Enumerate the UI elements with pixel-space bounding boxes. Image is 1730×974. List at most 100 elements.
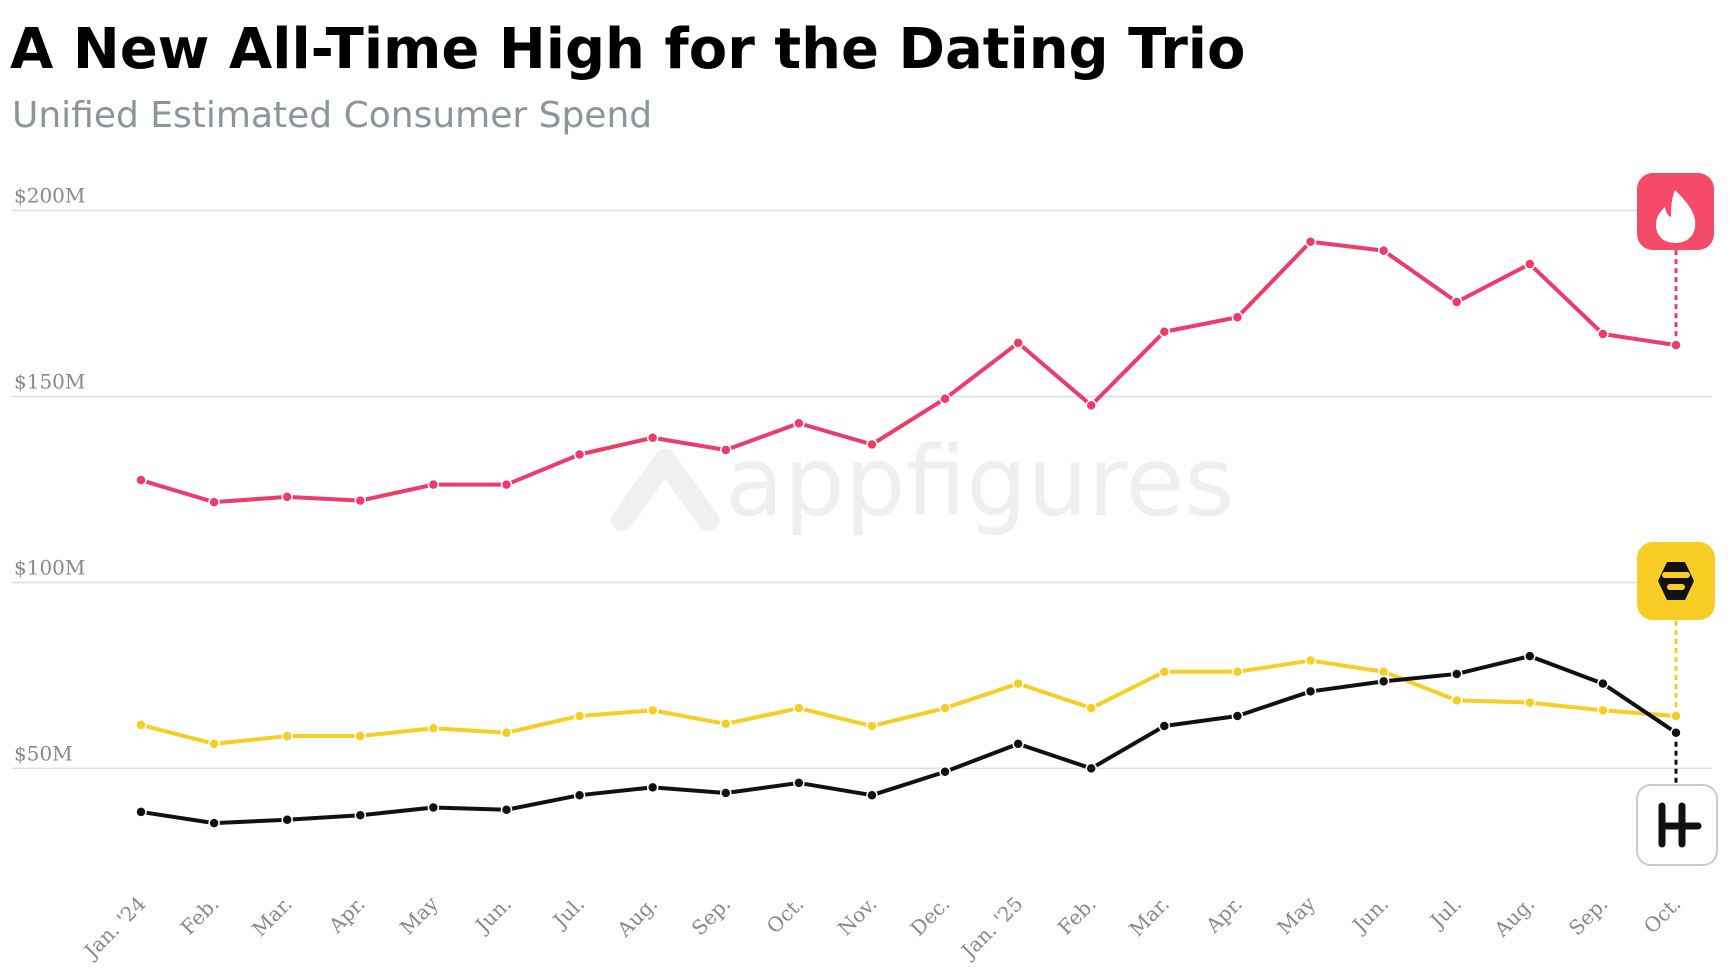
data-point — [354, 494, 367, 507]
data-point — [135, 719, 147, 731]
data-point — [281, 491, 293, 503]
data-point — [354, 730, 367, 742]
bumble-icon — [1637, 542, 1715, 620]
y-tick-label: $50M — [14, 741, 73, 765]
x-tick-label: Feb. — [1053, 892, 1101, 940]
x-tick-label: Sep. — [687, 892, 736, 941]
x-tick-label: Aug. — [612, 892, 663, 943]
data-point — [573, 710, 586, 722]
y-tick-label: $100M — [14, 555, 85, 579]
x-tick-label: Jul. — [547, 892, 589, 934]
data-point — [793, 417, 805, 430]
y-tick-label: $150M — [14, 369, 85, 393]
data-point — [720, 444, 732, 456]
x-tick-label: Feb. — [176, 892, 224, 940]
chart-subtitle: Unified Estimated Consumer Spend — [12, 95, 652, 136]
data-point — [135, 474, 147, 486]
series-line — [140, 654, 1678, 826]
data-point — [793, 777, 805, 789]
data-point — [1670, 710, 1682, 722]
tinder-icon — [1637, 173, 1714, 250]
data-point — [1670, 726, 1682, 739]
data-point — [720, 787, 732, 799]
x-tick-label: Sep. — [1564, 892, 1613, 941]
x-tick-label: Oct. — [762, 892, 809, 939]
data-point — [1231, 311, 1244, 323]
data-point — [646, 781, 659, 794]
data-point — [1158, 720, 1171, 732]
data-point — [1158, 326, 1171, 338]
data-point — [939, 702, 951, 714]
data-point — [1524, 258, 1536, 270]
x-tick-label: Jul. — [1424, 892, 1466, 934]
x-tick-label: Jan. '24 — [78, 892, 150, 964]
x-tick-label: Jan. '25 — [955, 892, 1027, 964]
data-point — [500, 726, 513, 739]
x-tick-label: Mar. — [1124, 892, 1174, 942]
data-point — [573, 448, 586, 461]
data-point — [354, 809, 367, 822]
data-point — [1304, 685, 1317, 698]
data-point — [281, 813, 293, 826]
x-tick-label: Jun. — [469, 892, 516, 939]
data-point — [1085, 399, 1097, 412]
data-point — [1231, 710, 1244, 722]
data-point — [1524, 696, 1536, 709]
data-point — [1377, 244, 1390, 257]
data-point — [1597, 328, 1609, 340]
data-point — [866, 720, 878, 732]
data-point — [135, 806, 147, 818]
data-point — [427, 478, 440, 491]
data-point — [1597, 704, 1609, 717]
data-point — [646, 704, 659, 717]
x-tick-label: May — [1272, 891, 1320, 939]
chart-title: A New All-Time High for the Dating Trio — [10, 17, 1245, 82]
data-point — [500, 478, 513, 491]
data-point — [1450, 668, 1463, 680]
data-point — [1304, 235, 1317, 248]
data-point — [1670, 339, 1682, 351]
x-tick-label: Nov. — [833, 892, 882, 941]
data-point — [427, 722, 440, 734]
hinge-icon — [1636, 784, 1718, 866]
data-point — [1450, 694, 1463, 707]
series-line — [140, 239, 1677, 505]
data-point — [939, 392, 951, 405]
data-point — [793, 702, 805, 714]
data-point — [208, 738, 220, 750]
data-point — [1377, 665, 1390, 678]
plot-area: $50M $100M $150M $200M Jan. '24 Feb. Mar. Apr. M… — [12, 184, 1712, 964]
series-line — [140, 658, 1677, 746]
x-tick-label: Dec. — [905, 892, 954, 941]
data-point — [939, 766, 951, 778]
data-point — [500, 803, 513, 816]
data-point — [1450, 296, 1463, 308]
data-point — [1231, 665, 1244, 678]
y-tick-label: $200M — [14, 184, 85, 208]
watermark-logo — [611, 449, 719, 531]
data-point — [1597, 677, 1609, 690]
data-point — [573, 789, 586, 801]
data-point — [1085, 762, 1097, 775]
watermark: appfigures — [725, 426, 1234, 538]
data-point — [1012, 337, 1024, 349]
x-tick-label: Jun. — [1346, 892, 1393, 939]
x-tick-label: Apr. — [323, 892, 370, 939]
data-point — [1304, 654, 1317, 667]
x-tick-label: May — [395, 891, 443, 939]
x-tick-label: Oct. — [1639, 892, 1686, 939]
data-point — [866, 789, 878, 801]
data-point — [646, 432, 659, 444]
data-point — [1377, 675, 1390, 688]
data-point — [427, 801, 440, 814]
data-point — [866, 438, 878, 451]
data-point — [208, 817, 220, 829]
data-point — [1012, 677, 1024, 690]
data-point — [1012, 738, 1024, 750]
data-point — [1085, 702, 1097, 714]
data-point — [281, 730, 293, 742]
x-tick-label: Mar. — [247, 892, 297, 942]
data-point — [720, 718, 732, 730]
data-point — [1158, 665, 1171, 678]
